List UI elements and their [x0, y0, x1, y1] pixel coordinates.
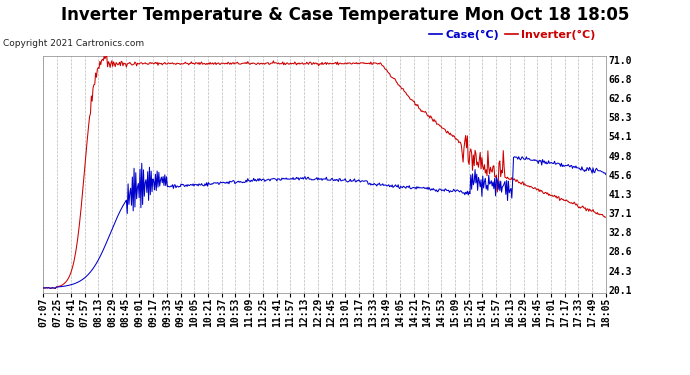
- Text: Inverter Temperature & Case Temperature Mon Oct 18 18:05: Inverter Temperature & Case Temperature …: [61, 6, 629, 24]
- Text: Copyright 2021 Cartronics.com: Copyright 2021 Cartronics.com: [3, 39, 145, 48]
- Legend: Case(°C), Inverter(°C): Case(°C), Inverter(°C): [424, 25, 600, 44]
